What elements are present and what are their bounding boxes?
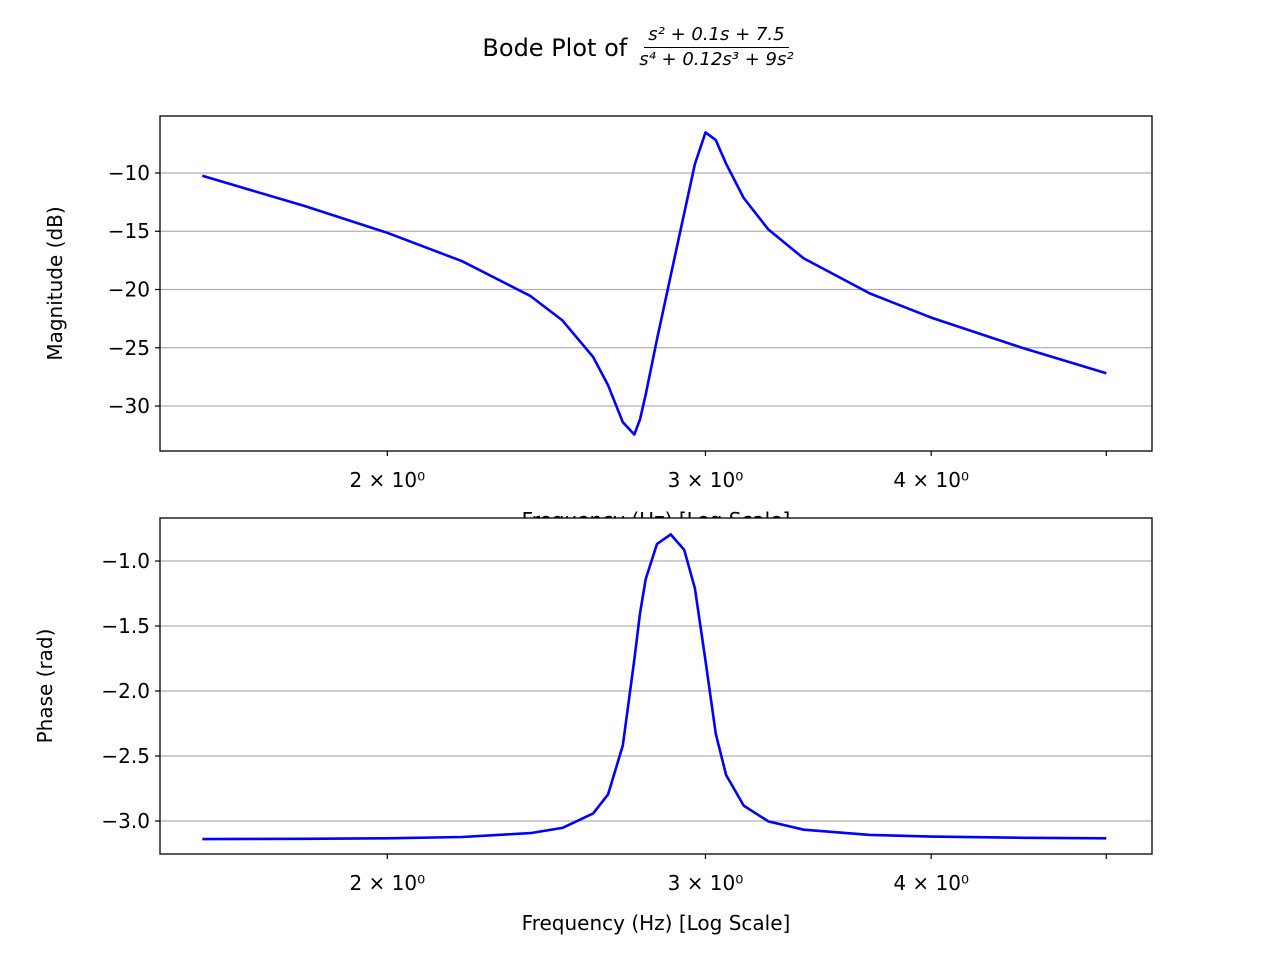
magnitude-y-axis-label: Magnitude (dB)	[43, 206, 67, 360]
title-text: Bode Plot of	[482, 33, 628, 62]
phase-axes-frame	[159, 517, 1153, 855]
fraction-denominator: s⁴ + 0.12s³ + 9s²	[639, 49, 794, 70]
phase-y-axis-label: Phase (rad)	[33, 629, 57, 744]
magnitude-x-tick-label: 2 × 10⁰	[349, 468, 425, 492]
magnitude-axes-frame	[159, 115, 1153, 452]
magnitude-x-tick-label: 3 × 10⁰	[668, 468, 744, 492]
phase-y-tick-label: −1.5	[101, 614, 150, 638]
magnitude-y-tick-label: −30	[108, 394, 150, 418]
phase-y-tick-label: −1.0	[101, 549, 150, 573]
transfer-function-fraction: s² + 0.1s + 7.5 s⁴ + 0.12s³ + 9s²	[635, 24, 797, 71]
magnitude-y-tick-label: −20	[108, 278, 150, 302]
phase-y-tick-label: −2.0	[101, 679, 150, 703]
phase-plot-area	[160, 518, 1152, 854]
phase-series-line	[202, 533, 1107, 841]
phase-x-axis-label: Frequency (Hz) [Log Scale]	[522, 911, 791, 935]
magnitude-plot-area	[160, 116, 1152, 451]
magnitude-series-line	[201, 131, 1107, 436]
chart-title: Bode Plot of s² + 0.1s + 7.5 s⁴ + 0.12s³…	[0, 24, 1280, 71]
phase-axes: Frequency (Hz) [Log Scale] −1.0 −1.5 −2.0 −2…	[33, 517, 1153, 935]
magnitude-x-tick-label: 4 × 10⁰	[893, 468, 969, 492]
magnitude-y-tick-label: −25	[108, 336, 150, 360]
phase-y-tick-label: −3.0	[101, 809, 150, 833]
magnitude-y-tick-label: −15	[108, 219, 150, 243]
magnitude-y-tick-label: −10	[108, 161, 150, 185]
phase-x-tick-label: 2 × 10⁰	[349, 871, 425, 895]
fraction-numerator: s² + 0.1s + 7.5	[644, 24, 789, 48]
phase-y-tick-label: −2.5	[101, 744, 150, 768]
phase-x-tick-label: 4 × 10⁰	[893, 871, 969, 895]
magnitude-axes: Frequency (Hz) [Log Scale]−10−15−20−25−3…	[43, 115, 1153, 532]
phase-x-tick-label: 3 × 10⁰	[668, 871, 744, 895]
